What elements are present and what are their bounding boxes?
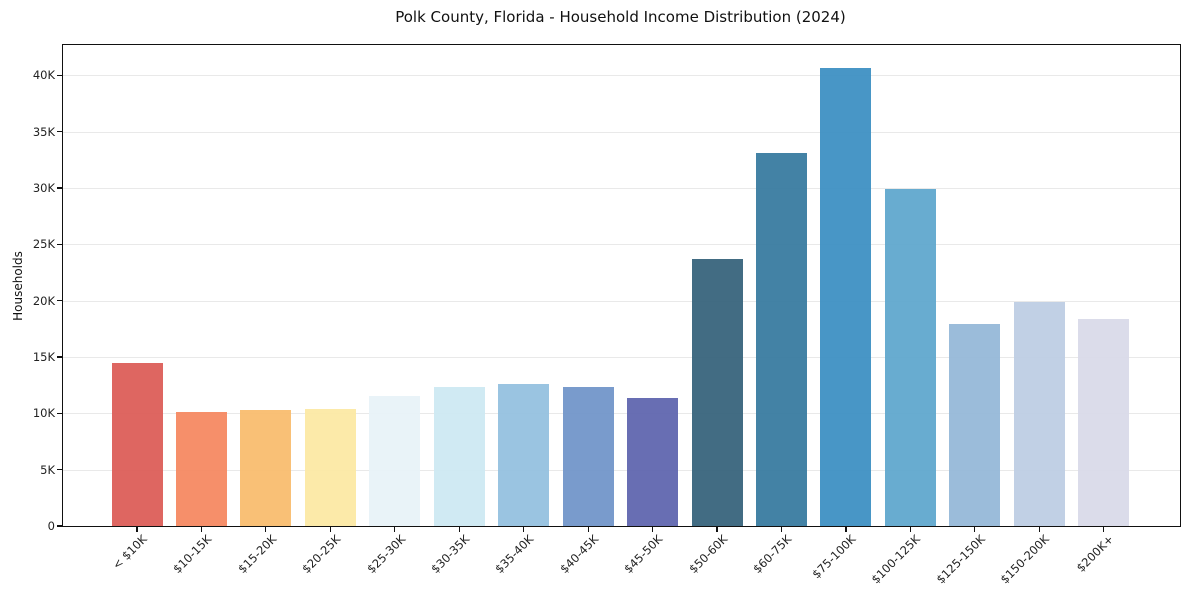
bar	[562, 387, 614, 526]
gridline	[63, 413, 1180, 415]
x-tick-mark	[652, 527, 654, 532]
x-tick-mark	[780, 527, 783, 532]
bar	[756, 152, 807, 526]
y-tick-label: 15K	[32, 350, 55, 365]
x-tick-label: $25-30K	[363, 532, 408, 577]
bar	[304, 408, 356, 526]
x-tick-mark	[587, 527, 589, 532]
bar	[175, 411, 227, 526]
bar	[1013, 301, 1065, 526]
x-tick-label: $35-40K	[492, 532, 537, 577]
bar	[433, 386, 485, 526]
chart-title: Polk County, Florida - Household Income …	[395, 8, 846, 26]
bar	[240, 409, 292, 526]
y-tick-label: 5K	[40, 462, 55, 477]
x-tick-label: $50-60K	[685, 532, 730, 577]
gridline	[63, 188, 1180, 190]
x-tick-mark	[845, 527, 847, 532]
x-tick-mark	[265, 527, 267, 532]
x-tick-label: $45-50K	[621, 532, 666, 577]
gridline	[63, 300, 1180, 302]
y-tick-mark	[57, 74, 62, 76]
y-tick-label: 30K	[32, 181, 55, 196]
x-tick-mark	[394, 527, 396, 532]
y-tick-label: 10K	[32, 406, 55, 421]
y-tick-mark	[57, 469, 62, 471]
y-axis-label: Households	[11, 250, 25, 321]
y-tick-label: 40K	[32, 68, 55, 83]
x-tick-label: $30-35K	[428, 532, 473, 577]
y-tick-mark	[57, 525, 62, 527]
bar	[949, 323, 1001, 526]
x-tick-mark	[716, 527, 718, 532]
x-tick-label: $20-25K	[299, 532, 344, 577]
y-tick-mark	[57, 243, 62, 245]
bar	[884, 189, 936, 526]
gridline	[63, 469, 1180, 471]
x-tick-label: $40-45K	[557, 532, 602, 577]
y-tick-label: 0	[47, 519, 55, 533]
bar	[691, 259, 743, 526]
bar	[111, 362, 163, 526]
gridline	[63, 75, 1180, 77]
x-tick-label: $10-15K	[170, 532, 215, 577]
x-tick-label: < $10K	[109, 532, 150, 573]
x-tick-mark	[909, 527, 911, 532]
y-tick-mark	[57, 412, 62, 414]
y-tick-mark	[57, 131, 62, 133]
x-tick-mark	[523, 527, 525, 532]
y-tick-label: 35K	[32, 124, 55, 139]
y-tick-label: 25K	[32, 237, 55, 252]
x-tick-label: $60-75K	[750, 532, 795, 577]
bar	[369, 396, 421, 526]
x-tick-label: $75-100K	[809, 532, 859, 582]
x-tick-mark	[200, 527, 203, 532]
x-tick-mark	[329, 527, 331, 532]
x-tick-mark	[974, 527, 976, 532]
gridline	[63, 244, 1180, 246]
x-tick-mark	[1038, 527, 1040, 532]
bar	[627, 398, 679, 526]
x-tick-mark	[458, 527, 460, 532]
bar	[1078, 318, 1130, 526]
gridline	[63, 357, 1180, 359]
plot-area: Households 0 5K 10K 15K 20K 25K 30K 35K 40K < $10…	[11, 44, 1181, 586]
gridline	[63, 131, 1180, 133]
y-tick-mark	[57, 187, 62, 189]
bar	[498, 384, 550, 526]
x-tick-mark	[1103, 527, 1105, 532]
x-tick-mark	[136, 527, 138, 532]
x-tick-label: $100-125K	[868, 532, 924, 587]
y-tick-mark	[57, 356, 62, 358]
x-tick-label: $200K+	[1073, 532, 1117, 575]
x-tick-label: $15-20K	[234, 532, 279, 577]
y-tick-label: 20K	[32, 293, 55, 308]
bar	[820, 67, 872, 526]
x-tick-label: $150-200K	[997, 532, 1053, 587]
x-tick-label: $125-150K	[933, 532, 988, 587]
y-tick-mark	[57, 300, 62, 302]
